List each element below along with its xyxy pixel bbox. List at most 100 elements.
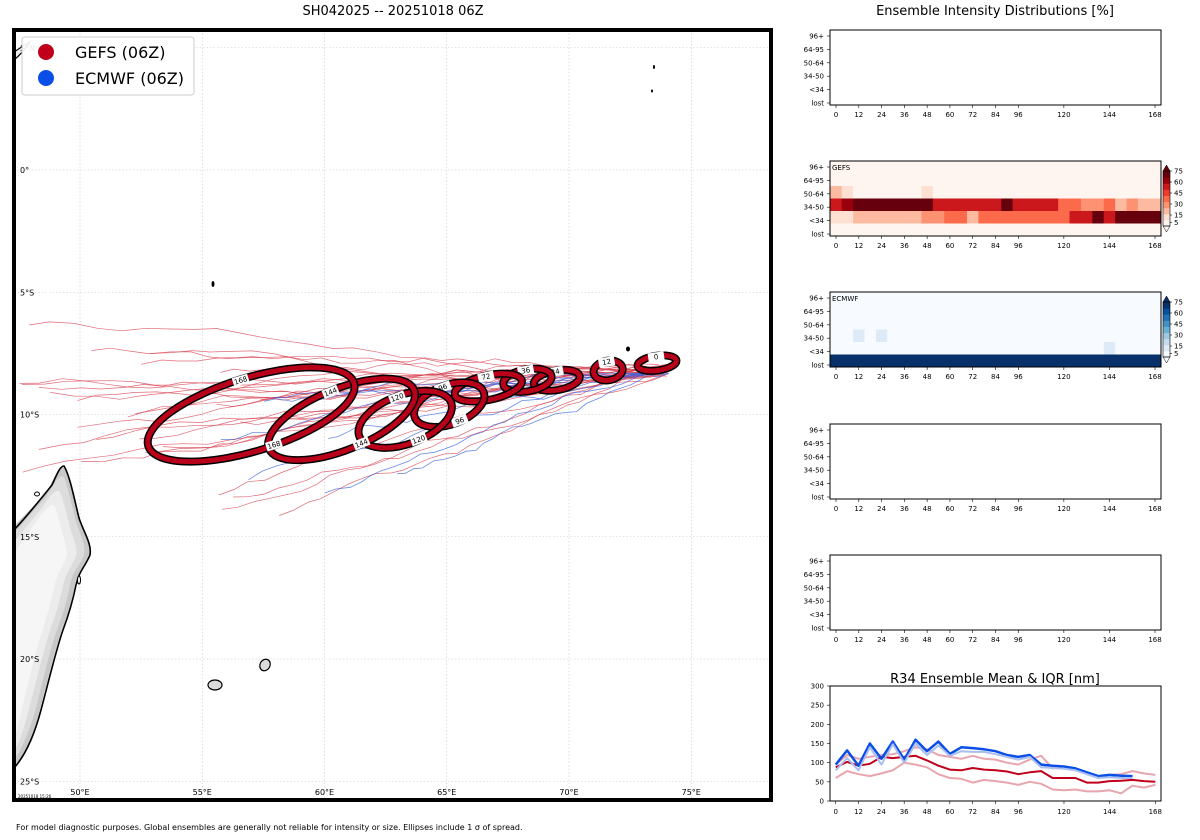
heatmap-cell	[1149, 292, 1162, 305]
heatmap-cell	[944, 354, 957, 368]
heatmap-cell	[1115, 223, 1128, 237]
heatmap-cell	[1058, 329, 1071, 343]
heatmap-cell	[1069, 223, 1082, 237]
lead-hour-label: 120	[1057, 242, 1070, 250]
lead-hour-label: 36	[900, 505, 909, 513]
lead-hour-label: 84	[991, 505, 1000, 513]
heatmap-cell	[1046, 211, 1059, 224]
heatmap-cell	[853, 317, 865, 330]
lon-tick-label: 60°E	[315, 788, 334, 797]
heatmap-cell	[989, 354, 1002, 368]
map-title: SH042025 -- 20251018 06Z	[302, 4, 484, 19]
heatmap-cell	[932, 173, 945, 187]
intensity-category-label: 34-50	[804, 204, 824, 212]
heatmap-cell	[1035, 198, 1048, 212]
r34-title: R34 Ensemble Mean & IQR [nm]	[890, 672, 1100, 687]
r34-x-tick-label: 84	[991, 808, 1000, 816]
heatmap-cell	[841, 329, 854, 343]
heatmap-cell	[830, 211, 843, 224]
heatmap-cell	[898, 173, 911, 187]
heatmap-cell	[1103, 304, 1116, 318]
heatmap-cell	[932, 329, 945, 343]
map-legend[interactable]: GEFS (06Z) ECMWF (06Z)	[21, 36, 195, 96]
heatmap-cell	[1012, 186, 1025, 199]
heatmap-cell	[1126, 223, 1139, 237]
heatmap-cell	[853, 223, 865, 237]
lead-hour-label: 120	[1057, 636, 1070, 644]
heatmap-cell	[1035, 292, 1048, 305]
intensity-category-label: 50-64	[804, 59, 825, 67]
heatmap-cell	[1103, 173, 1116, 187]
intensity-panels: 96+ 64-95 50-64 34-50 <34 lost 0 12 24 36 48 60 72 84…	[804, 29, 1183, 816]
heatmap-cell	[910, 354, 922, 368]
heatmap-cell	[944, 317, 957, 330]
colorbar-tick-label: 60	[1174, 179, 1183, 187]
intensity-category-label: <34	[809, 611, 824, 619]
heatmap-cell	[921, 292, 934, 305]
heatmap-cell	[1069, 292, 1082, 305]
heatmap-cell	[1058, 186, 1071, 199]
r34-x-tick-label: 168	[1149, 808, 1162, 816]
heatmap-cell	[853, 198, 865, 212]
heatmap-cell	[955, 223, 968, 237]
intensity-category-label: lost	[811, 100, 824, 108]
heatmap-cell	[932, 211, 945, 224]
heatmap-cell	[955, 304, 968, 318]
heatmap-cell	[830, 342, 843, 355]
heatmap-cell	[1069, 211, 1082, 224]
heatmap-cell	[1126, 304, 1139, 318]
heatmap-cell	[1035, 342, 1048, 355]
ensemble-track	[279, 364, 664, 516]
heatmap-cell	[1023, 292, 1036, 305]
lead-hour-label: 168	[1148, 111, 1161, 119]
heatmap-cell	[1092, 211, 1105, 224]
heatmap-cell	[830, 292, 843, 305]
heatmap-cell	[910, 211, 922, 224]
heatmap-cell	[1115, 317, 1128, 330]
islands	[34, 65, 655, 691]
ecmwf-legend-label: ECMWF (06Z)	[75, 69, 184, 88]
lead-hour-label: 120	[1057, 505, 1070, 513]
heatmap-cell	[1149, 317, 1162, 330]
lead-hour-label: 120	[1057, 111, 1070, 119]
heatmap-cell	[1103, 198, 1116, 212]
lead-hour-label: 72	[968, 111, 977, 119]
heatmap-cell	[989, 329, 1002, 343]
heatmap-cell	[1058, 354, 1071, 368]
heatmap-cell	[1069, 198, 1082, 212]
heatmap-cell	[1137, 329, 1150, 343]
heatmap-cell	[1023, 317, 1036, 330]
heatmap-cell	[1126, 161, 1139, 174]
spread-ellipse-36: 36	[499, 364, 556, 396]
heatmap-cell	[875, 317, 888, 330]
heatmap-cell	[1103, 354, 1116, 368]
colorbar-extend-max	[1162, 295, 1171, 303]
heatmap-cell	[864, 329, 877, 343]
map-frame	[12, 28, 773, 802]
lead-hour-label: 144	[1103, 505, 1117, 513]
heatmap-cell	[1058, 161, 1071, 174]
heatmap-cell	[1046, 317, 1059, 330]
heatmap-cell	[1069, 317, 1082, 330]
heatmap-cell	[1001, 173, 1014, 187]
r34-y-tick-label: 100	[811, 759, 824, 767]
lead-hour-label: 12	[854, 111, 863, 119]
heatmap-cell	[1080, 354, 1093, 368]
colorbar-segment	[1163, 183, 1170, 190]
r34-y-tick-label: 50	[815, 778, 824, 786]
heatmap-cell	[1023, 223, 1036, 237]
heatmap-cell	[1001, 304, 1014, 318]
heatmap-cell	[944, 292, 957, 305]
heatmap-cell	[955, 329, 968, 343]
heatmap-cell	[1126, 211, 1139, 224]
ellipse-hour-label: 72	[481, 372, 491, 382]
heatmap-cell	[853, 304, 865, 318]
heatmap-cell	[887, 317, 900, 330]
heatmap-cell	[1103, 161, 1116, 174]
heatmap-cell	[875, 173, 888, 187]
heatmap-cell	[910, 317, 922, 330]
heatmap-cell	[853, 186, 865, 199]
lead-hour-label: 144	[1103, 242, 1117, 250]
panel-model-label: ECMWF	[832, 295, 858, 303]
colorbar-segment	[1163, 213, 1170, 221]
